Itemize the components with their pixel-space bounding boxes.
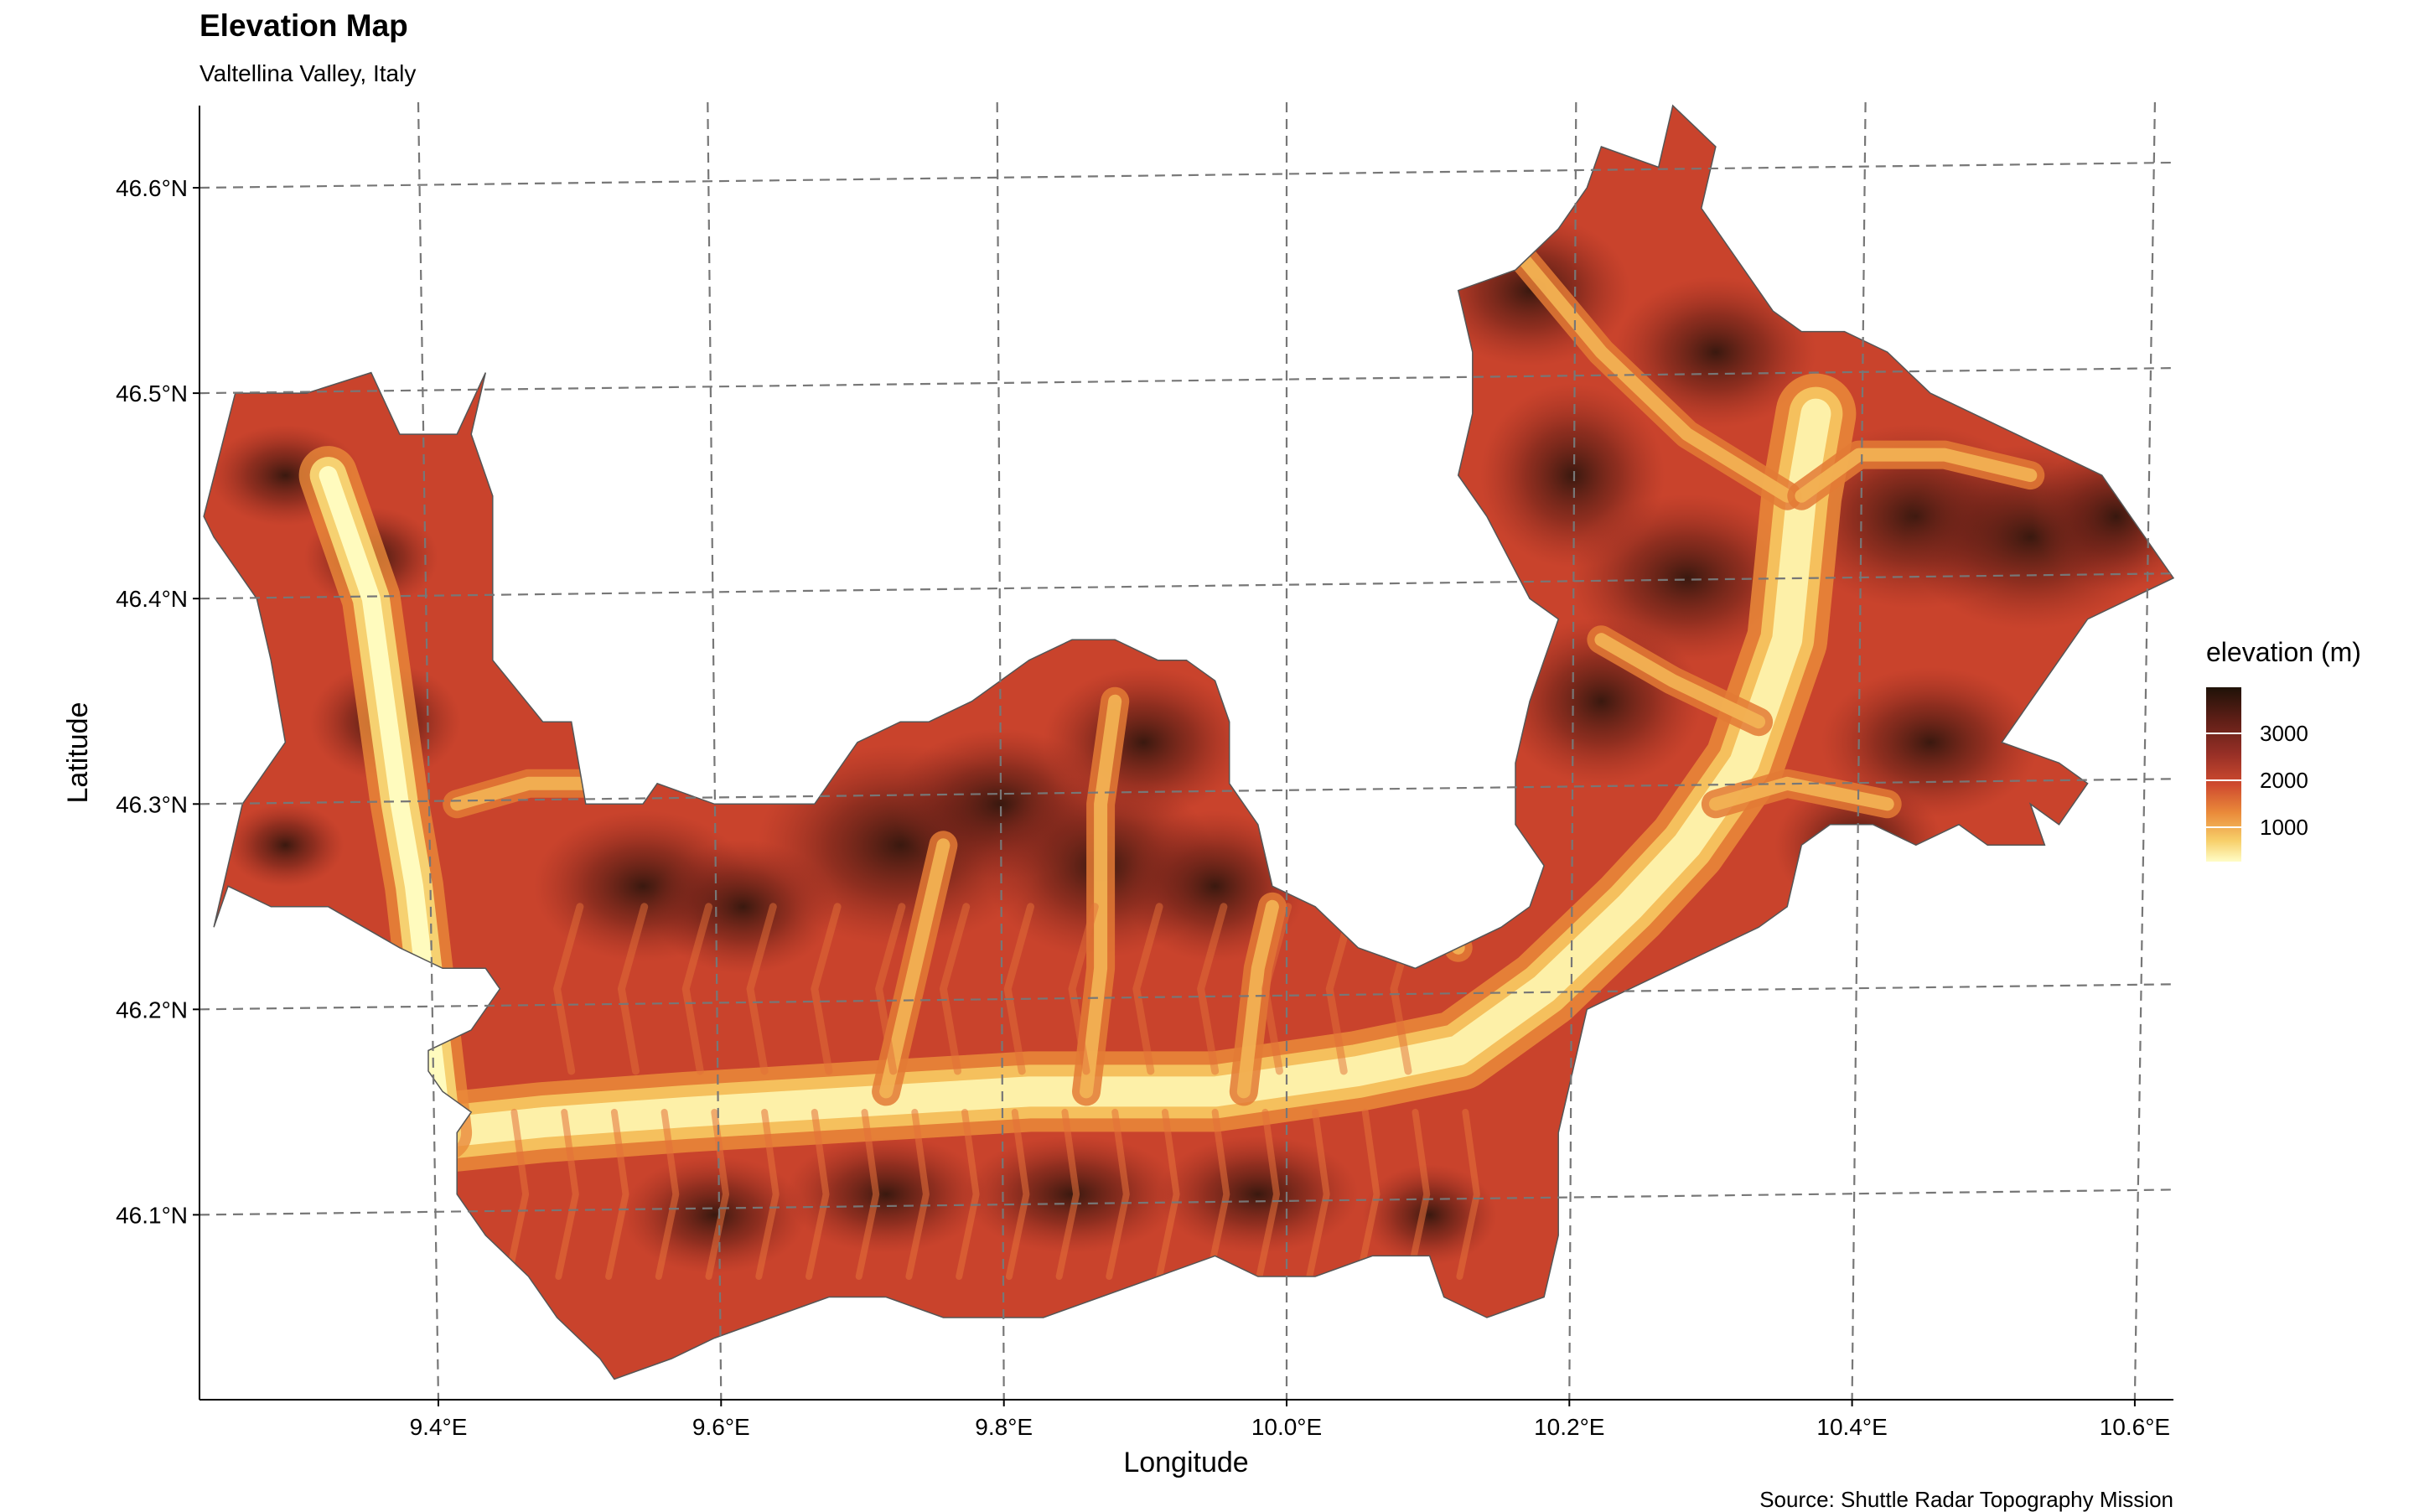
meridian-line bbox=[417, 101, 440, 1401]
valley bbox=[1005, 1108, 1030, 1280]
x-tick-label: 10.0°E bbox=[1251, 1414, 1322, 1440]
legend-colorbar bbox=[2206, 687, 2241, 862]
high-elevation-zone bbox=[785, 1135, 987, 1253]
valley bbox=[956, 1108, 980, 1280]
valley bbox=[450, 776, 607, 811]
parallel-line bbox=[199, 161, 2174, 189]
valley bbox=[705, 1108, 729, 1280]
valley bbox=[427, 398, 1831, 1148]
valley bbox=[1456, 1108, 1480, 1280]
high-elevation-zone bbox=[1480, 383, 1665, 568]
parallel-line bbox=[199, 572, 2174, 600]
legend-tickmark-2000 bbox=[2206, 779, 2241, 781]
legend-tickmark-3000 bbox=[2206, 733, 2241, 734]
x-tick-label: 10.4°E bbox=[1816, 1414, 1887, 1440]
x-tick-label: 10.6°E bbox=[2100, 1414, 2170, 1440]
legend-label-2000: 2000 bbox=[2260, 768, 2308, 793]
region-outline bbox=[203, 104, 2175, 1380]
high-elevation-zone bbox=[1614, 277, 1816, 428]
x-tick-label: 9.4°E bbox=[410, 1414, 468, 1440]
valley bbox=[1132, 903, 1163, 1075]
parallel-line bbox=[199, 367, 2174, 395]
legend-label-3000: 3000 bbox=[2260, 721, 2308, 746]
x-axis-ticks: 9.4°E 9.6°E 9.8°E 10.0°E 10.2°E 10.4°E 10.6°E bbox=[410, 1400, 2170, 1440]
valley bbox=[855, 1108, 880, 1280]
valley bbox=[505, 1108, 530, 1280]
valley bbox=[681, 903, 712, 1075]
valley bbox=[1205, 1108, 1230, 1280]
legend-title: elevation (m) bbox=[2206, 637, 2361, 667]
y-tick-label: 46.5°N bbox=[116, 381, 188, 406]
y-tick-label: 46.1°N bbox=[116, 1202, 188, 1228]
valley bbox=[1236, 899, 1279, 1099]
valley bbox=[879, 838, 951, 1099]
y-axis-title: Latitude bbox=[62, 702, 94, 804]
x-tick-label: 9.8°E bbox=[975, 1414, 1033, 1440]
legend-tickmark-1000 bbox=[2206, 826, 2241, 828]
valley bbox=[755, 1108, 780, 1280]
meridian-line bbox=[996, 101, 1005, 1401]
graticule bbox=[199, 101, 2174, 1401]
valley bbox=[617, 903, 649, 1075]
valley bbox=[1068, 903, 1099, 1075]
valley bbox=[1509, 242, 1795, 503]
parallel-line bbox=[199, 778, 2174, 805]
x-tick-label: 9.6°E bbox=[692, 1414, 750, 1440]
x-axis-title: Longitude bbox=[1123, 1447, 1248, 1478]
meridian-line bbox=[1568, 101, 1577, 1401]
y-tick-label: 46.4°N bbox=[116, 586, 188, 612]
parallel-line bbox=[199, 1188, 2174, 1216]
meridian-line bbox=[2133, 101, 2156, 1401]
valley bbox=[1055, 1108, 1080, 1280]
valley bbox=[655, 1108, 680, 1280]
valley bbox=[1406, 1108, 1431, 1280]
valley bbox=[553, 903, 584, 1075]
valley bbox=[875, 903, 906, 1075]
high-elevation-zone bbox=[1362, 1164, 1497, 1266]
map-title: Elevation Map bbox=[199, 8, 408, 43]
y-tick-label: 46.6°N bbox=[116, 175, 188, 201]
source-caption: Source: Shuttle Radar Topography Mission bbox=[1759, 1487, 2173, 1512]
valley bbox=[1003, 903, 1034, 1075]
valley bbox=[555, 1108, 579, 1280]
map-subtitle: Valtellina Valley, Italy bbox=[199, 60, 417, 86]
valley bbox=[1080, 694, 1122, 1099]
valley bbox=[1708, 776, 1894, 811]
valley bbox=[1594, 633, 1766, 729]
valley bbox=[1156, 1108, 1180, 1280]
valley bbox=[1356, 1108, 1381, 1280]
valley bbox=[939, 903, 971, 1075]
valley bbox=[1261, 903, 1292, 1075]
high-elevation-zone bbox=[1157, 1135, 1359, 1253]
parallel-line bbox=[199, 983, 2174, 1011]
y-tick-label: 46.2°N bbox=[116, 997, 188, 1023]
valley bbox=[811, 903, 842, 1075]
valley bbox=[605, 1108, 629, 1280]
valley bbox=[746, 903, 777, 1075]
y-tick-label: 46.3°N bbox=[116, 791, 188, 817]
legend-label-1000: 1000 bbox=[2260, 815, 2308, 840]
valley bbox=[905, 1108, 930, 1280]
high-elevation-zone bbox=[226, 803, 344, 888]
valley bbox=[1197, 903, 1228, 1075]
valley-network bbox=[298, 235, 2045, 1280]
elevation-legend: elevation (m) 3000 2000 1000 bbox=[2206, 637, 2391, 862]
terrain bbox=[204, 106, 2173, 1380]
valley bbox=[1795, 448, 2038, 503]
valley bbox=[1106, 1108, 1130, 1280]
valley bbox=[806, 1108, 830, 1280]
meridian-line bbox=[707, 101, 723, 1401]
valley bbox=[1256, 1108, 1280, 1280]
x-tick-label: 10.2°E bbox=[1534, 1414, 1604, 1440]
meridian-line bbox=[1851, 101, 1867, 1401]
valley bbox=[1306, 1108, 1330, 1280]
y-axis-ticks: 46.1°N 46.2°N 46.3°N 46.4°N 46.5°N 46.6°N bbox=[116, 175, 199, 1228]
